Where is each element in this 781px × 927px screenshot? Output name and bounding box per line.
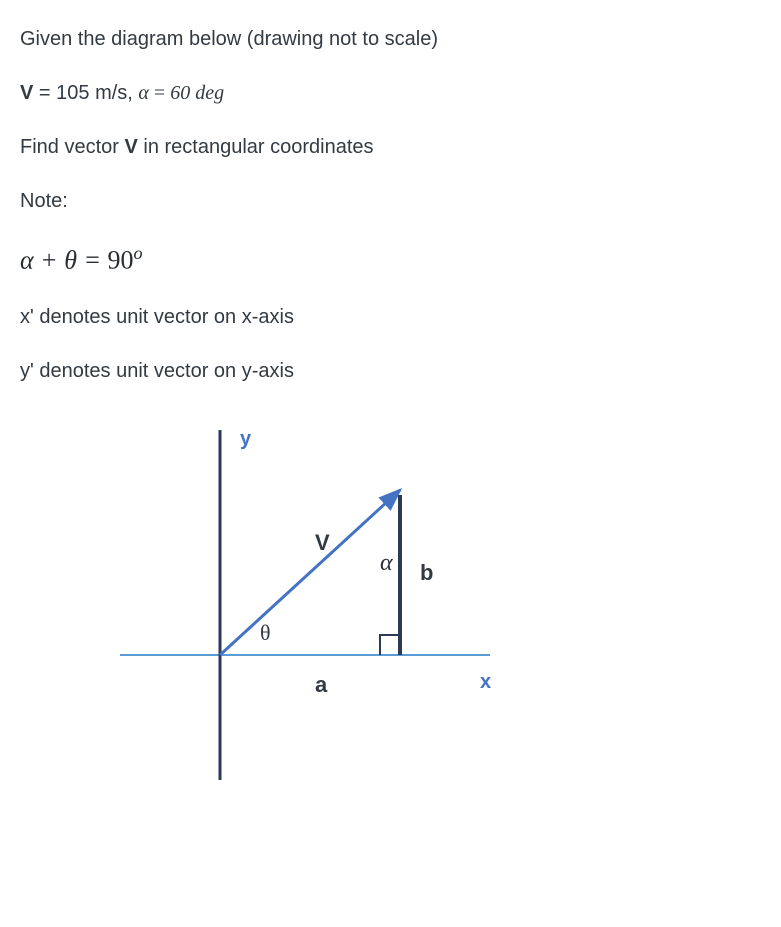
text-60deg: 60 deg [170,82,224,104]
text-given: Given the diagram below (drawing not to … [20,28,438,50]
label-theta: θ [260,620,271,645]
vector-V [220,490,400,655]
eq-sup: o [134,243,143,263]
text-rect: in rectangular coordinates [138,136,374,158]
text-xprime: x' denotes unit vector on x-axis [20,306,294,328]
text-find: Find vector [20,136,124,158]
diagram-container: y x Vα b θ a [120,410,761,789]
label-a: a [315,672,328,697]
text-eq-105: = 105 m/s, [33,82,138,104]
text-note: Note: [20,190,68,212]
note-label: Note: [20,186,761,216]
label-V: V [315,530,330,555]
text-eq: = [149,82,170,104]
label-alpha: α [380,550,393,576]
eq-90: 90 [108,246,134,275]
var-alpha: α [138,82,149,104]
equation-line: α + θ = 90o [20,240,761,280]
eq-left: α + θ = [20,246,108,275]
label-y: y [240,428,252,450]
var-V: V [20,82,33,104]
text-yprime: y' denotes unit vector on y-axis [20,360,294,382]
var-V2: V [124,136,137,158]
note-y: y' denotes unit vector on y-axis [20,356,761,386]
label-b: b [420,560,433,585]
note-x: x' denotes unit vector on x-axis [20,302,761,332]
problem-line-2: V = 105 m/s, α = 60 deg [20,78,761,108]
vector-diagram: y x Vα b θ a [120,410,500,780]
right-angle-icon [380,635,400,655]
problem-line-1: Given the diagram below (drawing not to … [20,24,761,54]
problem-line-3: Find vector V in rectangular coordinates [20,132,761,162]
label-x: x [480,671,491,693]
